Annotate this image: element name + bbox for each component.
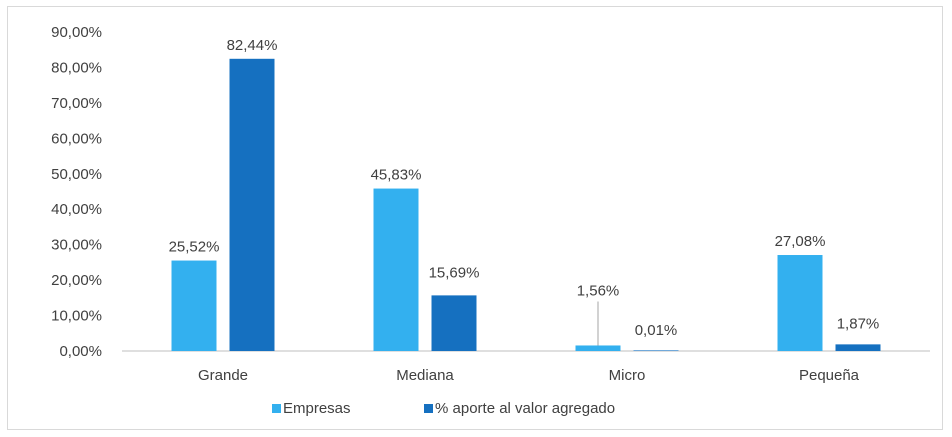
bar-aporte-grande: [229, 58, 275, 352]
data-label: 25,52%: [169, 239, 220, 256]
x-category-label: Micro: [609, 367, 646, 384]
bar-empresas-pequeña: [777, 255, 823, 351]
legend-item-empresas: Empresas: [272, 400, 351, 417]
bar-aporte-pequeña: [835, 344, 881, 351]
y-tick-label: 40,00%: [51, 201, 102, 218]
data-label: 1,87%: [837, 315, 880, 332]
x-category-label: Grande: [198, 367, 248, 384]
legend-swatch: [272, 404, 281, 413]
y-tick-label: 0,00%: [59, 343, 102, 360]
data-label: 0,01%: [635, 322, 678, 339]
y-tick-label: 10,00%: [51, 308, 102, 325]
legend-item-aporte: % aporte al valor agregado: [424, 400, 615, 417]
y-tick-label: 50,00%: [51, 166, 102, 183]
bar-aporte-micro: [633, 350, 679, 351]
bar-empresas-grande: [171, 260, 217, 351]
data-label: 15,69%: [429, 264, 480, 281]
data-label: 45,83%: [371, 167, 422, 184]
y-tick-label: 80,00%: [51, 59, 102, 76]
y-tick-label: 60,00%: [51, 130, 102, 147]
data-label: 27,08%: [775, 233, 826, 250]
x-category-label: Pequeña: [799, 367, 860, 384]
legend-label: % aporte al valor agregado: [435, 400, 615, 417]
bar-empresas-micro: [575, 345, 621, 351]
y-tick-label: 70,00%: [51, 95, 102, 112]
data-label: 1,56%: [577, 282, 620, 299]
x-category-label: Mediana: [396, 367, 454, 384]
legend-label: Empresas: [283, 400, 351, 417]
bar-aporte-mediana: [431, 295, 477, 351]
y-tick-label: 90,00%: [51, 24, 102, 41]
y-tick-label: 30,00%: [51, 237, 102, 254]
data-label: 82,44%: [227, 37, 278, 54]
y-tick-label: 20,00%: [51, 272, 102, 289]
chart-frame: [7, 6, 943, 430]
legend-swatch: [424, 404, 433, 413]
bar-empresas-mediana: [373, 188, 419, 351]
